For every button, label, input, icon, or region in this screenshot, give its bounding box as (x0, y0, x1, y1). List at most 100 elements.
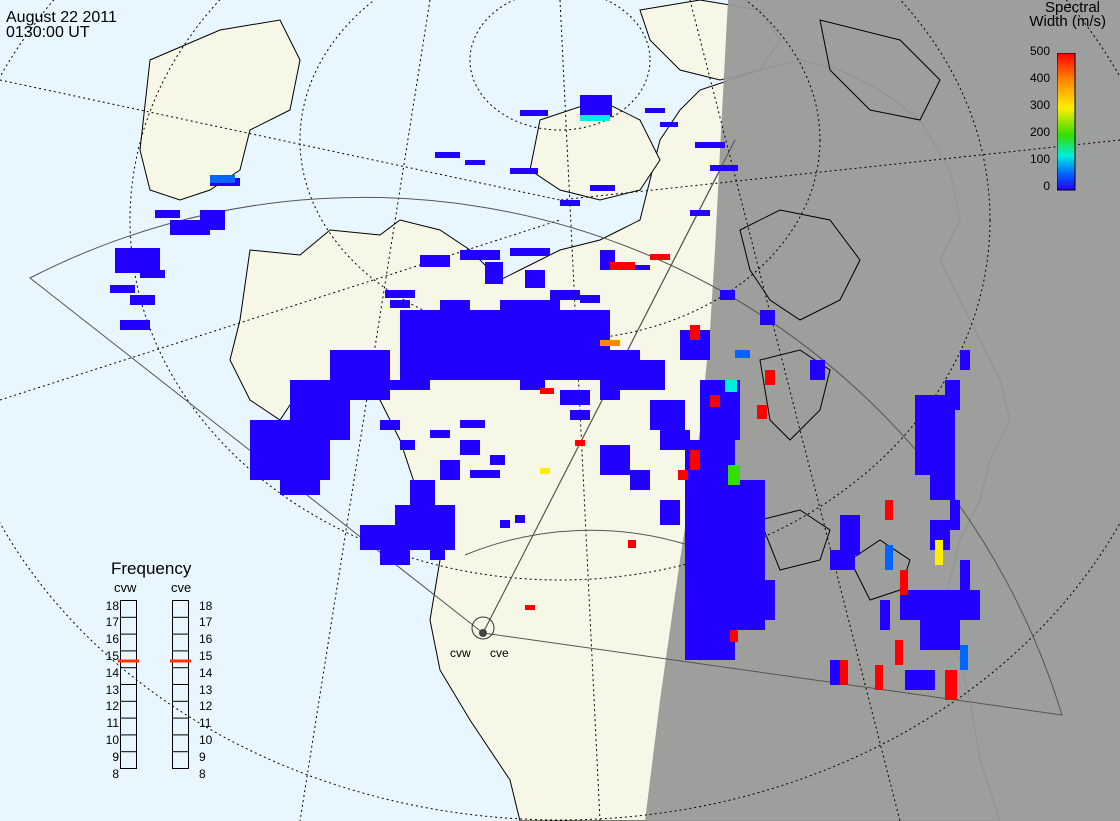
scatter-cell (678, 470, 688, 480)
scatter-cell (515, 515, 525, 523)
scatter-cell (730, 630, 738, 642)
scatter-cell (520, 380, 545, 390)
freq-scale-label-right: 14 (199, 665, 213, 680)
scatter-cell (525, 605, 535, 610)
scatter-cell (610, 262, 635, 270)
scatter-cell (875, 665, 883, 690)
scatter-cell (830, 660, 840, 685)
scatter-cell (765, 370, 775, 385)
radar-site-marker (479, 629, 487, 637)
scatter-cell (950, 500, 960, 530)
scatter-cell (945, 380, 960, 410)
freq-scale-label-left: 18 (105, 598, 119, 613)
colorbar (1057, 53, 1076, 191)
scatter-cell (385, 290, 415, 298)
scatter-cell (575, 440, 585, 446)
scatter-cell (440, 300, 470, 312)
scatter-cell (580, 95, 612, 117)
scatter-cell (945, 670, 957, 700)
freq-scale-label-left: 10 (105, 732, 119, 747)
scatter-cell (490, 455, 505, 465)
freq-scale-label-left: 12 (105, 699, 119, 714)
scatter-cell (510, 168, 538, 174)
colorbar-tick-label: 0 (1043, 179, 1050, 193)
scatter-cell (465, 160, 485, 165)
scatter-cell (435, 152, 460, 158)
scatter-cell (760, 310, 775, 325)
scatter-cell (155, 210, 180, 218)
freq-scale-label-left: 11 (106, 716, 119, 731)
freq-label-cvw: cvw (114, 580, 137, 595)
scatter-cell (110, 285, 135, 293)
scatter-cell (400, 440, 415, 450)
scatter-cell (735, 350, 750, 358)
scatter-cell (440, 460, 460, 480)
colorbar-title-line1: Spectral (1044, 0, 1100, 16)
freq-scale-label-left: 15 (105, 648, 119, 663)
scatter-cell (115, 248, 160, 273)
scatter-cell (550, 290, 580, 300)
freq-scale-label-left: 14 (105, 665, 119, 680)
scatter-cell (840, 660, 848, 685)
scatter-cell (960, 645, 968, 670)
scatter-cell (690, 210, 710, 216)
colorbar-tick-label: 300 (1029, 98, 1050, 112)
colorbar-tick-label: 100 (1029, 152, 1050, 166)
scatter-cell (390, 380, 430, 390)
scatter-cell (660, 430, 690, 450)
freq-scale-label-right: 13 (199, 682, 213, 697)
scatter-cell (760, 580, 775, 620)
scatter-cell (630, 265, 650, 270)
scatter-cell (430, 550, 445, 560)
scatter-cell (660, 122, 678, 127)
scatter-cell (600, 340, 620, 346)
freq-scale-label-right: 17 (199, 615, 213, 630)
scatter-cell (840, 515, 860, 555)
scatter-cell (895, 640, 903, 665)
radar-site-ring (471, 616, 495, 640)
frequency-title: Frequency (111, 559, 192, 578)
scatter-cell (560, 390, 590, 405)
freq-scale-label-right: 18 (199, 598, 213, 613)
scatter-cell (885, 545, 893, 570)
scatter-cell (380, 550, 410, 565)
scatter-cell (570, 410, 590, 420)
scatter-cell (960, 350, 970, 370)
scatter-cell (460, 420, 485, 428)
scatter-cell (210, 175, 235, 183)
scatter-cell (920, 620, 960, 650)
scatter-cell (420, 255, 450, 267)
scatter-cell (728, 465, 740, 485)
scatter-cell (460, 440, 480, 455)
freq-scale-label-left: 8 (112, 766, 119, 781)
scatter-cell (900, 570, 908, 595)
scatter-cell (410, 480, 435, 505)
scatter-cell (500, 300, 560, 310)
freq-scale-label-right: 12 (199, 699, 213, 714)
freq-scale-label-left: 13 (105, 682, 119, 697)
scatter-cell (900, 590, 980, 620)
alaska-west (139, 19, 301, 201)
scatter-cell (130, 295, 155, 305)
scatter-cell (885, 500, 893, 520)
scatter-cell (540, 468, 550, 474)
scatter-cell (935, 540, 943, 565)
scatter-cell (695, 142, 725, 148)
scatter-cell (710, 165, 738, 171)
scatter-cell (485, 262, 503, 284)
freq-scale-label-left: 17 (105, 615, 119, 630)
scatter-cell (600, 390, 620, 400)
freq-scale-label-right: 11 (199, 716, 212, 731)
scatter-cell (880, 600, 890, 630)
colorbar-tick-label: 500 (1029, 44, 1050, 58)
scatter-cell (590, 185, 615, 191)
scatter-cell (905, 670, 935, 690)
scatter-cell (645, 108, 665, 113)
scatter-cell (757, 405, 767, 419)
scatter-cell (600, 350, 640, 390)
scatter-cell (580, 295, 600, 303)
scatter-cell (628, 540, 636, 548)
scatter-cell (580, 115, 610, 121)
scatter-cell (470, 470, 500, 478)
